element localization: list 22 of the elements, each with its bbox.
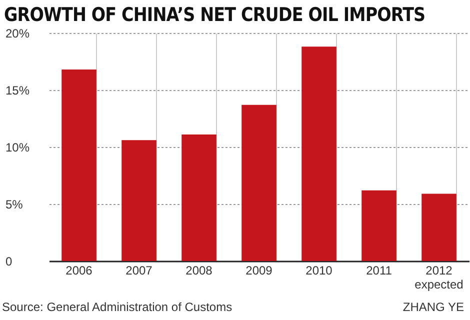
- chart-title: GROWTH OF CHINA’S NET CRUDE OIL IMPORTS: [4, 4, 426, 26]
- y-tick-label: 0: [6, 254, 12, 268]
- x-tick-label: 2008: [186, 264, 213, 278]
- x-tick-label: 2007: [126, 264, 153, 278]
- bar: [62, 69, 96, 261]
- bar: [122, 140, 156, 261]
- y-tick-label: 10%: [6, 140, 30, 154]
- y-tick-label: 5%: [6, 198, 24, 212]
- y-tick-label: 15%: [6, 84, 30, 98]
- y-tick-label: 20%: [6, 26, 30, 40]
- source-note: Source: General Administration of Customs: [2, 300, 232, 314]
- bar: [242, 104, 276, 261]
- bar: [302, 46, 336, 261]
- bar: [422, 194, 456, 261]
- x-tick-label: 2009: [246, 264, 273, 278]
- bar: [362, 190, 396, 261]
- x-tick-label: 2006: [66, 264, 93, 278]
- x-tick-label: 2012 expected: [414, 264, 464, 292]
- x-tick-label: 2011: [366, 264, 392, 278]
- bar: [182, 134, 216, 261]
- text: ZHANG YE: [402, 300, 464, 314]
- x-tick-label: 2010: [306, 264, 333, 278]
